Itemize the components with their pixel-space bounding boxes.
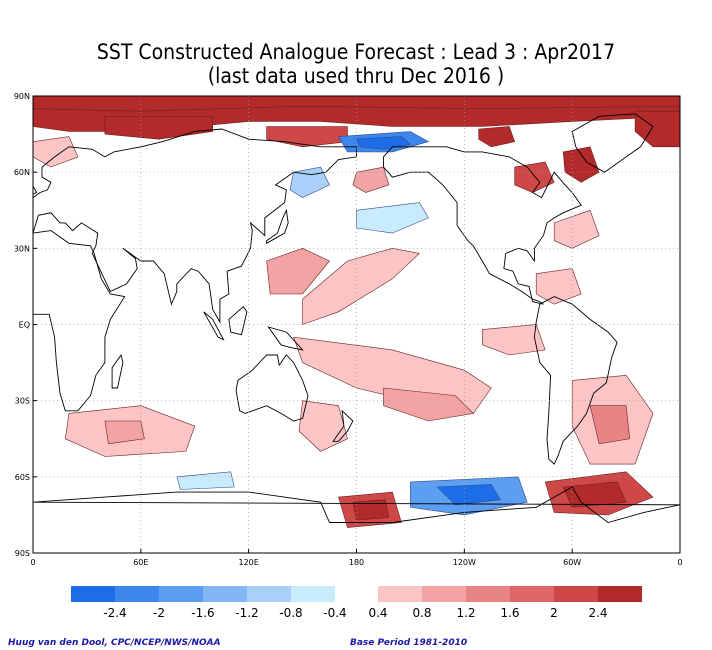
colorbar-swatch-cool — [247, 586, 291, 602]
hudson-warm — [514, 161, 555, 193]
colorbar-label: -2 — [153, 606, 165, 620]
map-subtitle: (last data used thru Dec 2016 ) — [207, 64, 505, 88]
colorbar-swatch-warm — [378, 586, 422, 602]
sumatra-coast — [203, 311, 225, 341]
west-pacific-warm-2 — [266, 247, 330, 295]
eurasia-coast — [33, 128, 357, 324]
longitude-label: 0 — [30, 558, 35, 567]
okhotsk-cool — [289, 166, 330, 198]
beaufort-warm — [478, 126, 516, 148]
latitude-label: 60N — [14, 168, 30, 177]
caribbean-warm — [535, 268, 582, 305]
arctic-warm-band-inner — [33, 96, 680, 112]
longitude-label: 60W — [563, 558, 581, 567]
australia-coast — [235, 354, 309, 422]
south-indian-cool — [176, 471, 235, 490]
base-period-text: Base Period 1981-2010 — [350, 638, 468, 648]
colorbar-label: 2.4 — [588, 606, 607, 620]
colorbar-swatch-warm — [422, 586, 466, 602]
colorbar-label: 0.4 — [368, 606, 387, 620]
colorbar-label: 1.2 — [456, 606, 475, 620]
africa-coast — [33, 230, 126, 412]
map-title: SST Constructed Analogue Forecast : Lead… — [96, 40, 616, 64]
japan-coast — [266, 208, 289, 245]
colorbar-swatch-warm — [466, 586, 510, 602]
new-zealand-coast — [332, 409, 354, 442]
colorbar-swatch-cool — [71, 586, 115, 602]
latitude-label: 60S — [15, 473, 30, 482]
longitude-label: 0 — [677, 558, 682, 567]
colorbar-swatch-warm — [598, 586, 642, 602]
colorbar: -2.4 -2 -1.6 -1.2 -0.8 -0.4 0.4 0.8 1.2 1.6 2 2.4 — [71, 586, 642, 620]
colorbar-swatch-cool — [115, 586, 159, 602]
colorbar-swatch-cool — [203, 586, 247, 602]
latitude-label: 90N — [14, 92, 30, 101]
labrador-warm — [562, 146, 600, 183]
greenland-coast — [571, 113, 654, 173]
north-pacific-cool — [356, 202, 429, 234]
colorbar-swatch-cool — [291, 586, 335, 602]
colorbar-label: -1.2 — [235, 606, 258, 620]
longitude-label: 60E — [133, 558, 148, 567]
colorbar-swatch-warm — [510, 586, 554, 602]
norwegian-warm — [33, 136, 79, 168]
north-america-coast — [383, 146, 582, 305]
colorbar-label: 2 — [550, 606, 558, 620]
colorbar-label: -0.4 — [323, 606, 346, 620]
colorbar-label: -1.6 — [191, 606, 214, 620]
colorbar-swatch-cool — [159, 586, 203, 602]
longitude-label: 120W — [453, 558, 476, 567]
new-guinea-coast — [267, 326, 304, 351]
greenland-sea-warm — [634, 110, 680, 148]
amundsen-cool-core — [436, 484, 501, 506]
latitude-label: 30N — [14, 244, 30, 253]
kara-sea-warm — [104, 116, 213, 140]
colorbar-label: 1.6 — [500, 606, 519, 620]
credit-text: Huug van den Dool, CPC/NCEP/NWS/NOAA — [8, 638, 221, 648]
colorbar-label: -0.8 — [279, 606, 302, 620]
longitude-label: 180 — [349, 558, 364, 567]
graticule — [33, 96, 680, 553]
south-america-coast — [533, 296, 618, 465]
south-atlantic-warm-core — [589, 405, 631, 445]
bering-warm — [352, 166, 390, 193]
tasman-warm — [298, 400, 348, 452]
weddell-warm-core — [562, 481, 627, 508]
latitude-label: 30S — [15, 397, 30, 406]
colorbar-label: -2.4 — [103, 606, 126, 620]
longitude-label: 120E — [239, 558, 259, 567]
borneo-coast — [228, 306, 248, 336]
east-pacific-warm — [482, 324, 546, 356]
colorbar-label: 0.8 — [412, 606, 431, 620]
west-pacific-warm — [302, 247, 421, 325]
british-isles-coast — [33, 185, 38, 195]
south-pacific-warm — [383, 387, 474, 422]
latitude-label: 90S — [15, 549, 30, 558]
indian-warm-core — [104, 420, 145, 445]
madagascar-coast — [111, 353, 124, 389]
east-siberian-warm — [266, 126, 348, 148]
latitude-label: EQ — [19, 321, 30, 330]
nw-atlantic-warm — [553, 209, 600, 249]
ross-sea-warm-core — [352, 499, 390, 521]
colorbar-swatch-warm — [554, 586, 598, 602]
